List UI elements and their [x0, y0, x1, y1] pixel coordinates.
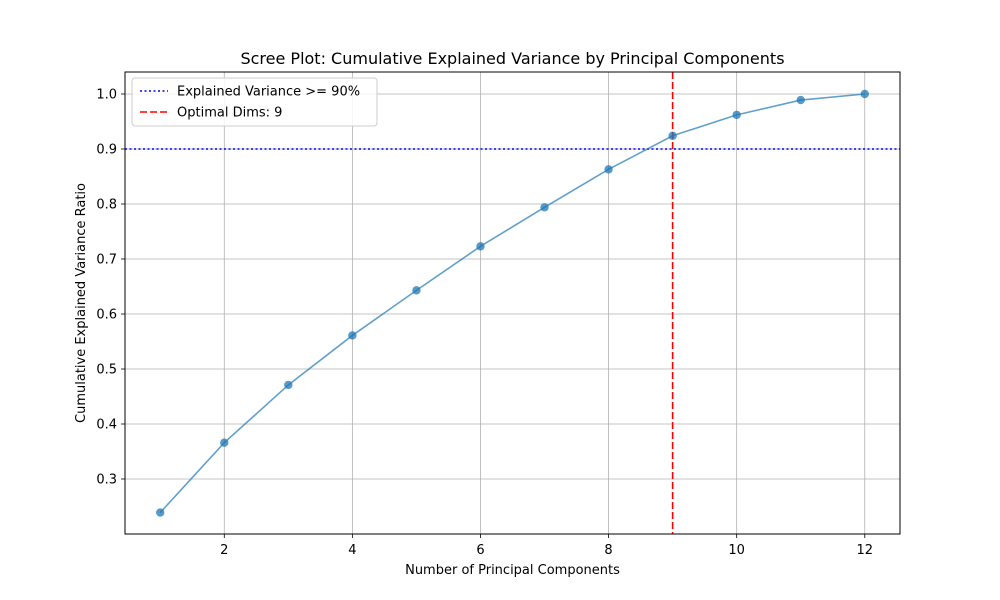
- x-tick-label: 6: [476, 543, 484, 558]
- x-tick-label: 4: [348, 543, 356, 558]
- x-tick-label: 12: [856, 543, 873, 558]
- grid: [125, 72, 900, 534]
- y-tick-label: 0.7: [96, 253, 117, 268]
- data-point: [860, 89, 869, 99]
- legend-box: [131, 77, 378, 127]
- y-tick-label: 0.5: [96, 363, 117, 378]
- data-point: [284, 380, 293, 390]
- data-point: [604, 165, 613, 174]
- x-tick-label: 10: [728, 543, 745, 558]
- y-tick-label: 0.3: [96, 473, 117, 488]
- data-point: [348, 331, 357, 340]
- data-series: [156, 89, 869, 517]
- chart-title: Scree Plot: Cumulative Explained Varianc…: [240, 49, 784, 68]
- x-tick-label: 8: [604, 543, 612, 558]
- y-axis: 0.3 0.4 0.5 0.6 0.7 0.8 0.9 1.0: [96, 88, 125, 488]
- data-point: [476, 242, 485, 251]
- y-tick-label: 0.9: [96, 143, 117, 158]
- data-point: [540, 203, 549, 212]
- y-tick-label: 0.4: [96, 418, 117, 433]
- data-point: [156, 508, 165, 517]
- legend-label: Explained Variance >= 90%: [177, 85, 360, 100]
- y-axis-label: Cumulative Explained Variance Ratio: [74, 183, 89, 423]
- x-tick-label: 2: [220, 543, 228, 558]
- y-tick-label: 0.6: [96, 308, 117, 323]
- x-axis: 2 4 6 8 10 12: [220, 534, 873, 558]
- y-tick-label: 1.0: [96, 88, 117, 103]
- data-point: [220, 438, 229, 447]
- data-point: [732, 110, 741, 120]
- data-point: [412, 286, 421, 295]
- legend: Explained Variance >= 90% Optimal Dims: 9: [131, 77, 378, 127]
- y-tick-label: 0.8: [96, 198, 117, 213]
- data-point: [668, 131, 677, 140]
- legend-label: Optimal Dims: 9: [177, 106, 282, 121]
- plot-frame: [124, 71, 901, 535]
- series-line: [159, 93, 865, 514]
- reference-lines: [125, 72, 900, 534]
- x-axis-label: Number of Principal Components: [405, 563, 620, 578]
- data-point: [796, 95, 805, 105]
